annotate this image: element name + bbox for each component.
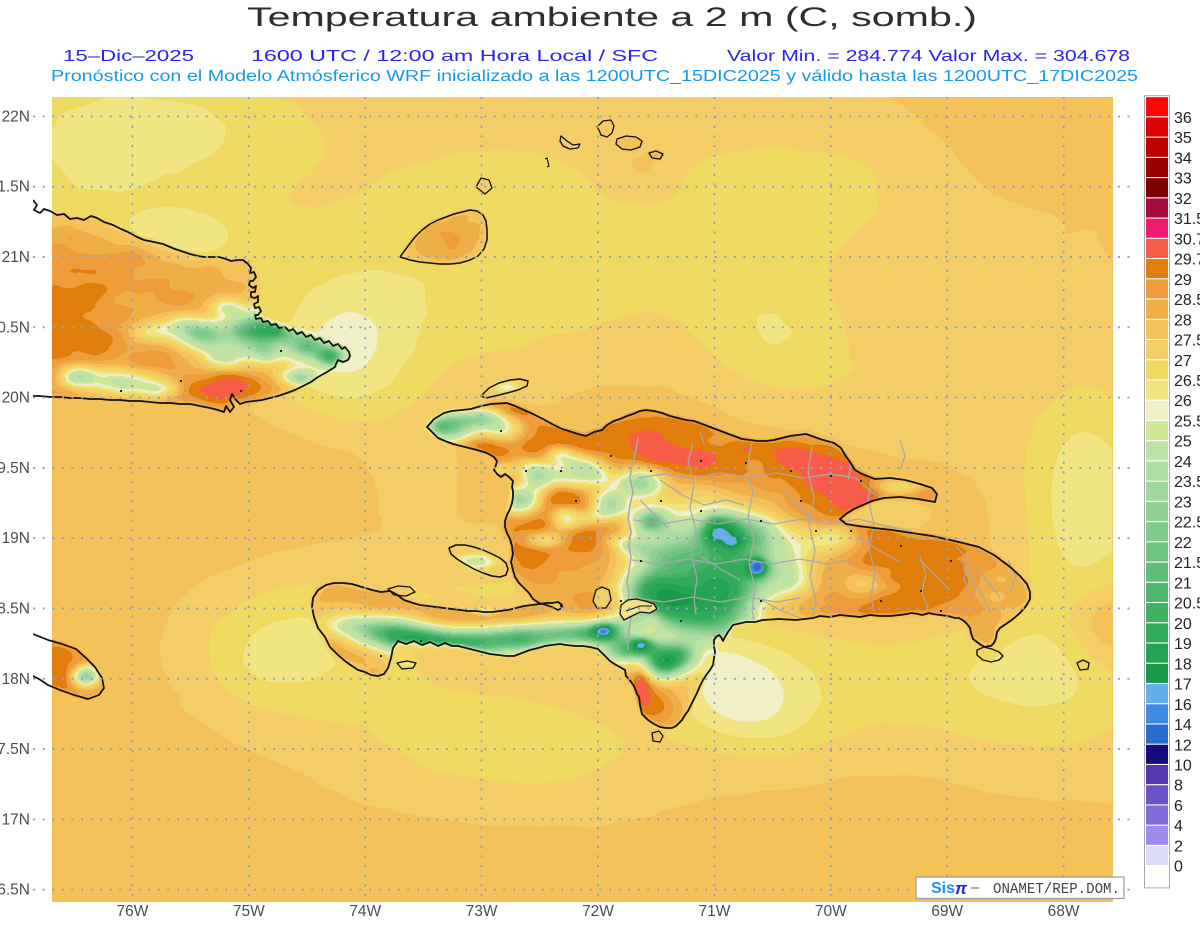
svg-text:22: 22 — [1174, 535, 1192, 552]
svg-text:25: 25 — [1174, 434, 1192, 451]
svg-text:17N: 17N — [2, 811, 30, 828]
svg-text:25.5: 25.5 — [1174, 413, 1200, 430]
svg-text:73W: 73W — [466, 903, 498, 920]
svg-text:Pronóstico con el Modelo Atmós: Pronóstico con el Modelo Atmósferico WRF… — [51, 68, 1138, 85]
svg-text:8.5N: 8.5N — [0, 601, 30, 618]
svg-text:16: 16 — [1174, 697, 1192, 714]
svg-text:29: 29 — [1174, 272, 1192, 289]
svg-text:68W: 68W — [1048, 903, 1080, 920]
svg-text:8: 8 — [1174, 778, 1183, 795]
svg-text:9.5N: 9.5N — [0, 460, 30, 477]
svg-text:22N: 22N — [2, 108, 30, 125]
svg-text:76W: 76W — [116, 903, 148, 920]
svg-text:4: 4 — [1174, 818, 1183, 835]
svg-text:71W: 71W — [698, 903, 730, 920]
svg-text:π: π — [955, 879, 968, 898]
svg-text:72W: 72W — [582, 903, 614, 920]
svg-text:Temperatura ambiente a 2 m (C,: Temperatura ambiente a 2 m (C, somb.) — [247, 2, 977, 32]
svg-text:14: 14 — [1174, 717, 1192, 734]
svg-text:20: 20 — [1174, 616, 1192, 633]
svg-text:6: 6 — [1174, 798, 1183, 815]
svg-text:27: 27 — [1174, 353, 1192, 370]
svg-text:20.5: 20.5 — [1174, 596, 1200, 613]
svg-text:21N: 21N — [2, 249, 30, 266]
svg-text:29.7: 29.7 — [1174, 252, 1200, 269]
svg-text:7.5N: 7.5N — [0, 741, 30, 758]
svg-text:32: 32 — [1174, 191, 1192, 208]
svg-text:34: 34 — [1174, 150, 1192, 167]
svg-text:26.5: 26.5 — [1174, 373, 1200, 390]
svg-text:70W: 70W — [815, 903, 847, 920]
svg-text:19: 19 — [1174, 636, 1192, 653]
svg-text:12: 12 — [1174, 737, 1192, 754]
svg-text:33: 33 — [1174, 171, 1192, 188]
svg-text:ONAMET/REP.DOM.: ONAMET/REP.DOM. — [993, 882, 1120, 898]
svg-text:18: 18 — [1174, 656, 1192, 673]
svg-text:18N: 18N — [2, 671, 30, 688]
svg-text:28.5: 28.5 — [1174, 292, 1200, 309]
svg-text:6.5N: 6.5N — [0, 882, 30, 899]
svg-text:20N: 20N — [2, 390, 30, 407]
svg-text:21.5: 21.5 — [1174, 555, 1200, 572]
svg-text:35: 35 — [1174, 130, 1192, 147]
svg-text:2: 2 — [1174, 838, 1183, 855]
svg-text:30.7: 30.7 — [1174, 231, 1200, 248]
svg-text:74W: 74W — [349, 903, 381, 920]
svg-text:36: 36 — [1174, 110, 1192, 127]
svg-text:15–Dic–2025: 15–Dic–2025 — [63, 48, 194, 65]
svg-text:Valor Min. = 284.774 Valor Ma: Valor Min. = 284.774 Valor Max. = 304.67… — [727, 48, 1130, 65]
svg-text:26: 26 — [1174, 393, 1192, 410]
svg-text:27.5: 27.5 — [1174, 333, 1200, 350]
svg-text:23.5: 23.5 — [1174, 474, 1200, 491]
svg-text:1.5N: 1.5N — [0, 179, 30, 196]
svg-text:69W: 69W — [931, 903, 963, 920]
svg-text:0: 0 — [1174, 859, 1183, 876]
svg-text:19N: 19N — [2, 530, 30, 547]
svg-text:21: 21 — [1174, 575, 1192, 592]
svg-text:23: 23 — [1174, 494, 1192, 511]
svg-text:31.5: 31.5 — [1174, 211, 1200, 228]
svg-text:28: 28 — [1174, 312, 1192, 329]
svg-text:17: 17 — [1174, 677, 1192, 694]
svg-text:22.5: 22.5 — [1174, 515, 1200, 532]
svg-text:–: – — [971, 879, 980, 896]
svg-text:Sis: Sis — [931, 880, 955, 897]
svg-text:10: 10 — [1174, 757, 1192, 774]
svg-text:75W: 75W — [233, 903, 265, 920]
svg-text:0.5N: 0.5N — [0, 319, 30, 336]
svg-text:1600 UTC / 12:00 am Hora Local: 1600 UTC / 12:00 am Hora Local / SFC — [251, 48, 658, 65]
svg-text:24: 24 — [1174, 454, 1192, 471]
